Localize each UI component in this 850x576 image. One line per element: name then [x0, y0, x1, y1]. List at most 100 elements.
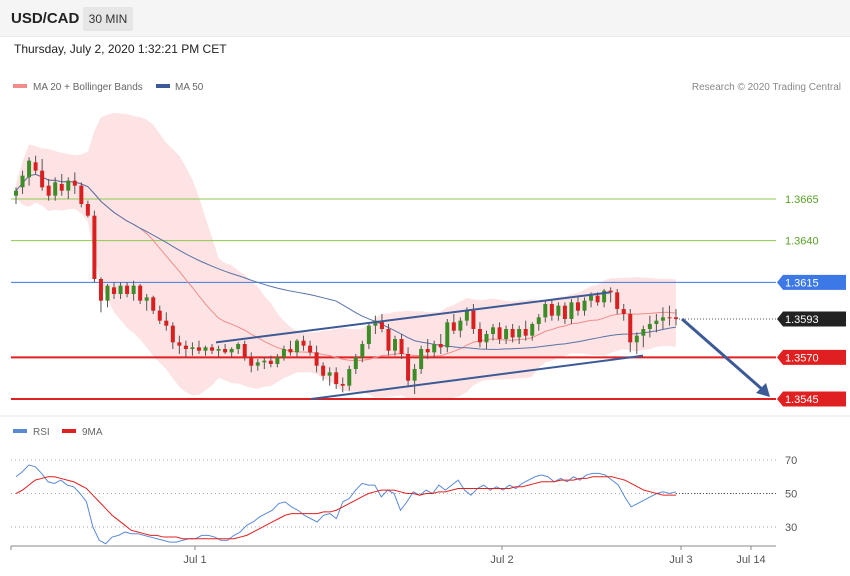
- candle: [327, 367, 332, 386]
- candle-body: [170, 325, 175, 343]
- candle-body: [464, 310, 469, 321]
- resistance-label: 1.3640: [785, 236, 819, 248]
- candle: [223, 344, 228, 354]
- candle-body: [445, 322, 450, 348]
- candle-body: [491, 327, 496, 334]
- x-tick-label: Jul 14: [736, 554, 765, 566]
- candle: [517, 325, 522, 344]
- timeframe-button[interactable]: 30 MIN: [83, 7, 133, 31]
- candle: [360, 340, 365, 363]
- candle-body: [79, 185, 84, 204]
- candle-body: [523, 329, 528, 336]
- credit-label: Research © 2020 Trading Central: [692, 82, 841, 93]
- candle: [654, 314, 659, 333]
- legend-label-9ma: 9MA: [82, 427, 103, 438]
- candle-body: [157, 310, 162, 321]
- candle-body: [288, 349, 293, 353]
- candle-body: [569, 302, 574, 319]
- candle: [79, 182, 84, 208]
- candle-body: [386, 329, 391, 351]
- legend-swatch-ma20: [13, 84, 27, 88]
- bollinger-band-area: [16, 112, 676, 401]
- candle: [386, 324, 391, 356]
- candle-body: [510, 329, 515, 338]
- candle: [582, 297, 587, 316]
- candle-body: [40, 170, 45, 188]
- candle-body: [549, 304, 554, 316]
- candle-body: [582, 300, 587, 311]
- candle: [347, 365, 352, 391]
- candle: [366, 324, 371, 349]
- x-axis-labels: Jul 1 Jul 2 Jul 3 Jul 14: [10, 546, 766, 566]
- candle: [451, 314, 456, 334]
- candle-body: [504, 329, 509, 339]
- candle: [314, 345, 319, 373]
- candle-body: [294, 340, 299, 353]
- candle: [477, 322, 482, 348]
- candle-body: [262, 360, 267, 363]
- candle: [275, 354, 280, 368]
- candle-body: [641, 329, 646, 336]
- support-tag: [777, 391, 846, 407]
- candle-body: [255, 362, 260, 366]
- candle: [72, 172, 77, 194]
- candle-body: [340, 384, 345, 386]
- candle: [549, 299, 554, 321]
- candle: [602, 289, 607, 308]
- channel-upper-line: [215, 291, 611, 344]
- support-tag: [777, 349, 846, 365]
- candle-body: [438, 344, 443, 348]
- candle-body: [419, 349, 424, 369]
- candle-body: [138, 285, 143, 301]
- candle-body: [164, 320, 169, 326]
- support-tag-label: 1.3545: [785, 394, 819, 406]
- legend-label-ma50: MA 50: [175, 82, 204, 93]
- candle-body: [242, 344, 247, 358]
- candle-body: [654, 320, 659, 324]
- candle-body: [177, 342, 182, 346]
- candle: [144, 294, 149, 311]
- candle: [308, 340, 313, 356]
- candle-body: [92, 215, 97, 279]
- candle: [112, 282, 117, 299]
- candle: [379, 314, 384, 333]
- candle: [157, 305, 162, 324]
- rsi-tick-label: 50: [785, 489, 797, 501]
- candle-body: [471, 310, 476, 329]
- candle: [621, 304, 626, 321]
- candle: [170, 322, 175, 349]
- candle: [301, 335, 306, 351]
- candle-body: [321, 365, 326, 376]
- resistance-label: 1.3665: [785, 194, 819, 206]
- candle-body: [379, 320, 384, 329]
- candle: [569, 299, 574, 324]
- candle: [491, 324, 496, 341]
- candle-body: [27, 160, 32, 178]
- candle-body: [66, 180, 71, 191]
- candle: [340, 377, 345, 393]
- candle-body: [432, 344, 437, 353]
- candle: [484, 330, 489, 349]
- candle-body: [275, 357, 280, 364]
- candle-body: [360, 344, 365, 358]
- candle: [432, 340, 437, 358]
- candle-body: [595, 295, 600, 303]
- candle: [33, 155, 38, 174]
- candle: [608, 287, 613, 303]
- candle-body: [210, 347, 215, 351]
- candle-body: [556, 305, 561, 316]
- candle-body: [589, 295, 594, 301]
- projection-arrow-head: [756, 383, 770, 397]
- candle-body: [334, 372, 339, 384]
- candle-body: [20, 175, 25, 188]
- timestamp: Thursday, July 2, 2020 1:32:21 PM CET: [14, 42, 227, 56]
- candle: [281, 345, 286, 361]
- candle-body: [183, 345, 188, 349]
- candle-body: [216, 349, 221, 351]
- candle-body: [373, 320, 378, 326]
- candle-body: [477, 329, 482, 343]
- legend-swatch-9ma: [62, 429, 76, 433]
- candle-body: [53, 182, 58, 196]
- candle-body: [660, 317, 665, 321]
- candle: [406, 347, 411, 388]
